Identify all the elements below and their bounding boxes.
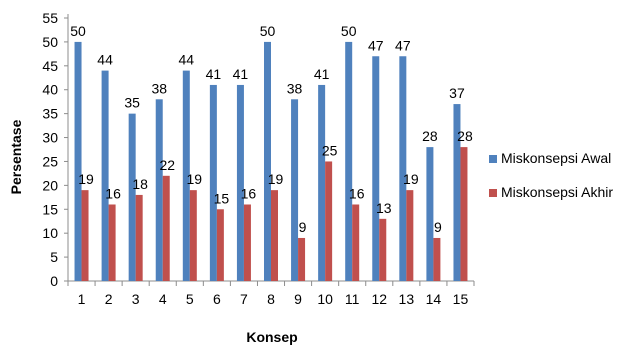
data-label-awal: 47 (395, 37, 411, 53)
y-tick-label: 50 (42, 34, 58, 50)
bar-akhir (162, 175, 170, 281)
data-label-akhir: 22 (159, 157, 175, 173)
x-tick-label: 9 (294, 291, 302, 307)
bar-akhir (379, 218, 387, 281)
bar-akhir (243, 204, 251, 281)
x-tick-label: 12 (371, 291, 387, 307)
data-label-awal: 38 (287, 80, 303, 96)
x-tick-label: 14 (426, 291, 442, 307)
bar-akhir (81, 190, 89, 281)
data-label-awal: 41 (206, 66, 222, 82)
x-tick-label: 6 (213, 291, 221, 307)
y-tick-label: 25 (42, 153, 58, 169)
data-label-akhir: 25 (322, 142, 338, 158)
data-label-akhir: 19 (187, 171, 203, 187)
x-tick-label: 13 (399, 291, 415, 307)
data-label-akhir: 19 (403, 171, 419, 187)
data-label-awal: 44 (97, 52, 113, 68)
data-label-awal: 28 (422, 128, 438, 144)
y-tick-label: 30 (42, 130, 58, 146)
bar-awal (318, 84, 326, 281)
data-label-awal: 44 (179, 52, 195, 68)
x-tick-label: 4 (159, 291, 167, 307)
bar-akhir (189, 190, 197, 281)
bar-awal (453, 104, 461, 281)
bar-awal (209, 84, 217, 281)
data-label-akhir: 9 (434, 219, 442, 235)
legend-label: Miskonsepsi Akhir (501, 184, 613, 200)
data-label-akhir: 28 (457, 128, 473, 144)
x-tick-labels: 1 2 3 4 5 6 7 8 9 10 11 12 13 14 15 (78, 291, 469, 307)
y-tick-label: 10 (42, 225, 58, 241)
bar-akhir (271, 190, 278, 281)
x-tick-label: 1 (78, 291, 86, 307)
bar-awal (372, 56, 380, 281)
bar-awal (236, 84, 244, 281)
x-tick-label: 2 (105, 291, 113, 307)
data-label-akhir: 16 (105, 185, 121, 201)
bar-akhir (135, 194, 143, 281)
bar-awal (291, 99, 299, 281)
data-label-awal: 35 (124, 95, 140, 111)
x-tick-label: 8 (267, 291, 275, 307)
bar-akhir (352, 204, 360, 281)
x-axis-title: Konsep (246, 329, 297, 345)
bar-akhir (298, 237, 306, 281)
y-tick-label: 15 (42, 201, 58, 217)
legend-label: Miskonsepsi Awal (501, 150, 611, 166)
bar-akhir (433, 237, 441, 281)
y-tick-label: 0 (50, 273, 58, 289)
data-label-akhir: 19 (78, 171, 94, 187)
data-label-awal: 50 (341, 23, 357, 39)
legend-swatch (489, 155, 497, 163)
y-tick-label: 40 (42, 82, 58, 98)
data-label-awal: 50 (260, 23, 276, 39)
y-tick-labels: 0 5 10 15 20 25 30 35 40 45 50 55 (42, 10, 58, 289)
data-label-awal: 50 (70, 23, 86, 39)
data-label-awal: 47 (368, 37, 384, 53)
data-label-awal: 41 (314, 66, 330, 82)
x-tick-label: 7 (240, 291, 248, 307)
bars (74, 41, 468, 282)
bar-awal (345, 41, 353, 282)
legend-swatch (489, 189, 497, 197)
bar-akhir (460, 147, 468, 281)
data-label-akhir: 13 (376, 200, 392, 216)
y-tick-label: 55 (42, 10, 58, 26)
bar-awal (426, 147, 434, 281)
data-label-akhir: 9 (299, 219, 307, 235)
x-tick-label: 15 (453, 291, 469, 307)
bar-awal (399, 56, 407, 281)
y-tick-label: 20 (42, 177, 58, 193)
bar-akhir (325, 161, 333, 281)
legend: Miskonsepsi Awal Miskonsepsi Akhir (489, 150, 613, 200)
bar-akhir (216, 209, 224, 281)
data-label-akhir: 18 (132, 176, 148, 192)
x-tick-label: 11 (345, 291, 360, 307)
x-tick-label: 10 (317, 291, 333, 307)
data-label-awal: 38 (151, 80, 167, 96)
bar-akhir (108, 204, 116, 281)
data-label-awal: 37 (449, 85, 465, 101)
y-axis-title: Persentase (8, 119, 24, 194)
bar-awal (264, 41, 271, 282)
x-tick-label: 5 (186, 291, 194, 307)
y-tick-label: 45 (42, 58, 58, 74)
data-label-akhir: 19 (268, 171, 284, 187)
y-tick-label: 5 (50, 249, 58, 265)
y-tick-label: 35 (42, 106, 58, 122)
x-tick-label: 3 (132, 291, 140, 307)
bar-awal (128, 113, 136, 282)
bar-awal (155, 99, 163, 281)
data-label-akhir: 15 (214, 190, 230, 206)
bar-awal (101, 70, 109, 281)
data-label-akhir: 16 (241, 185, 257, 201)
data-labels: 50 19 44 16 35 18 38 22 44 19 41 15 41 16 50 19 38 9 41 25 5… (70, 23, 473, 235)
bar-awal (74, 41, 82, 282)
bar-awal (182, 70, 190, 281)
data-label-akhir: 16 (349, 185, 365, 201)
bar-akhir (406, 190, 414, 281)
data-label-awal: 41 (233, 66, 249, 82)
